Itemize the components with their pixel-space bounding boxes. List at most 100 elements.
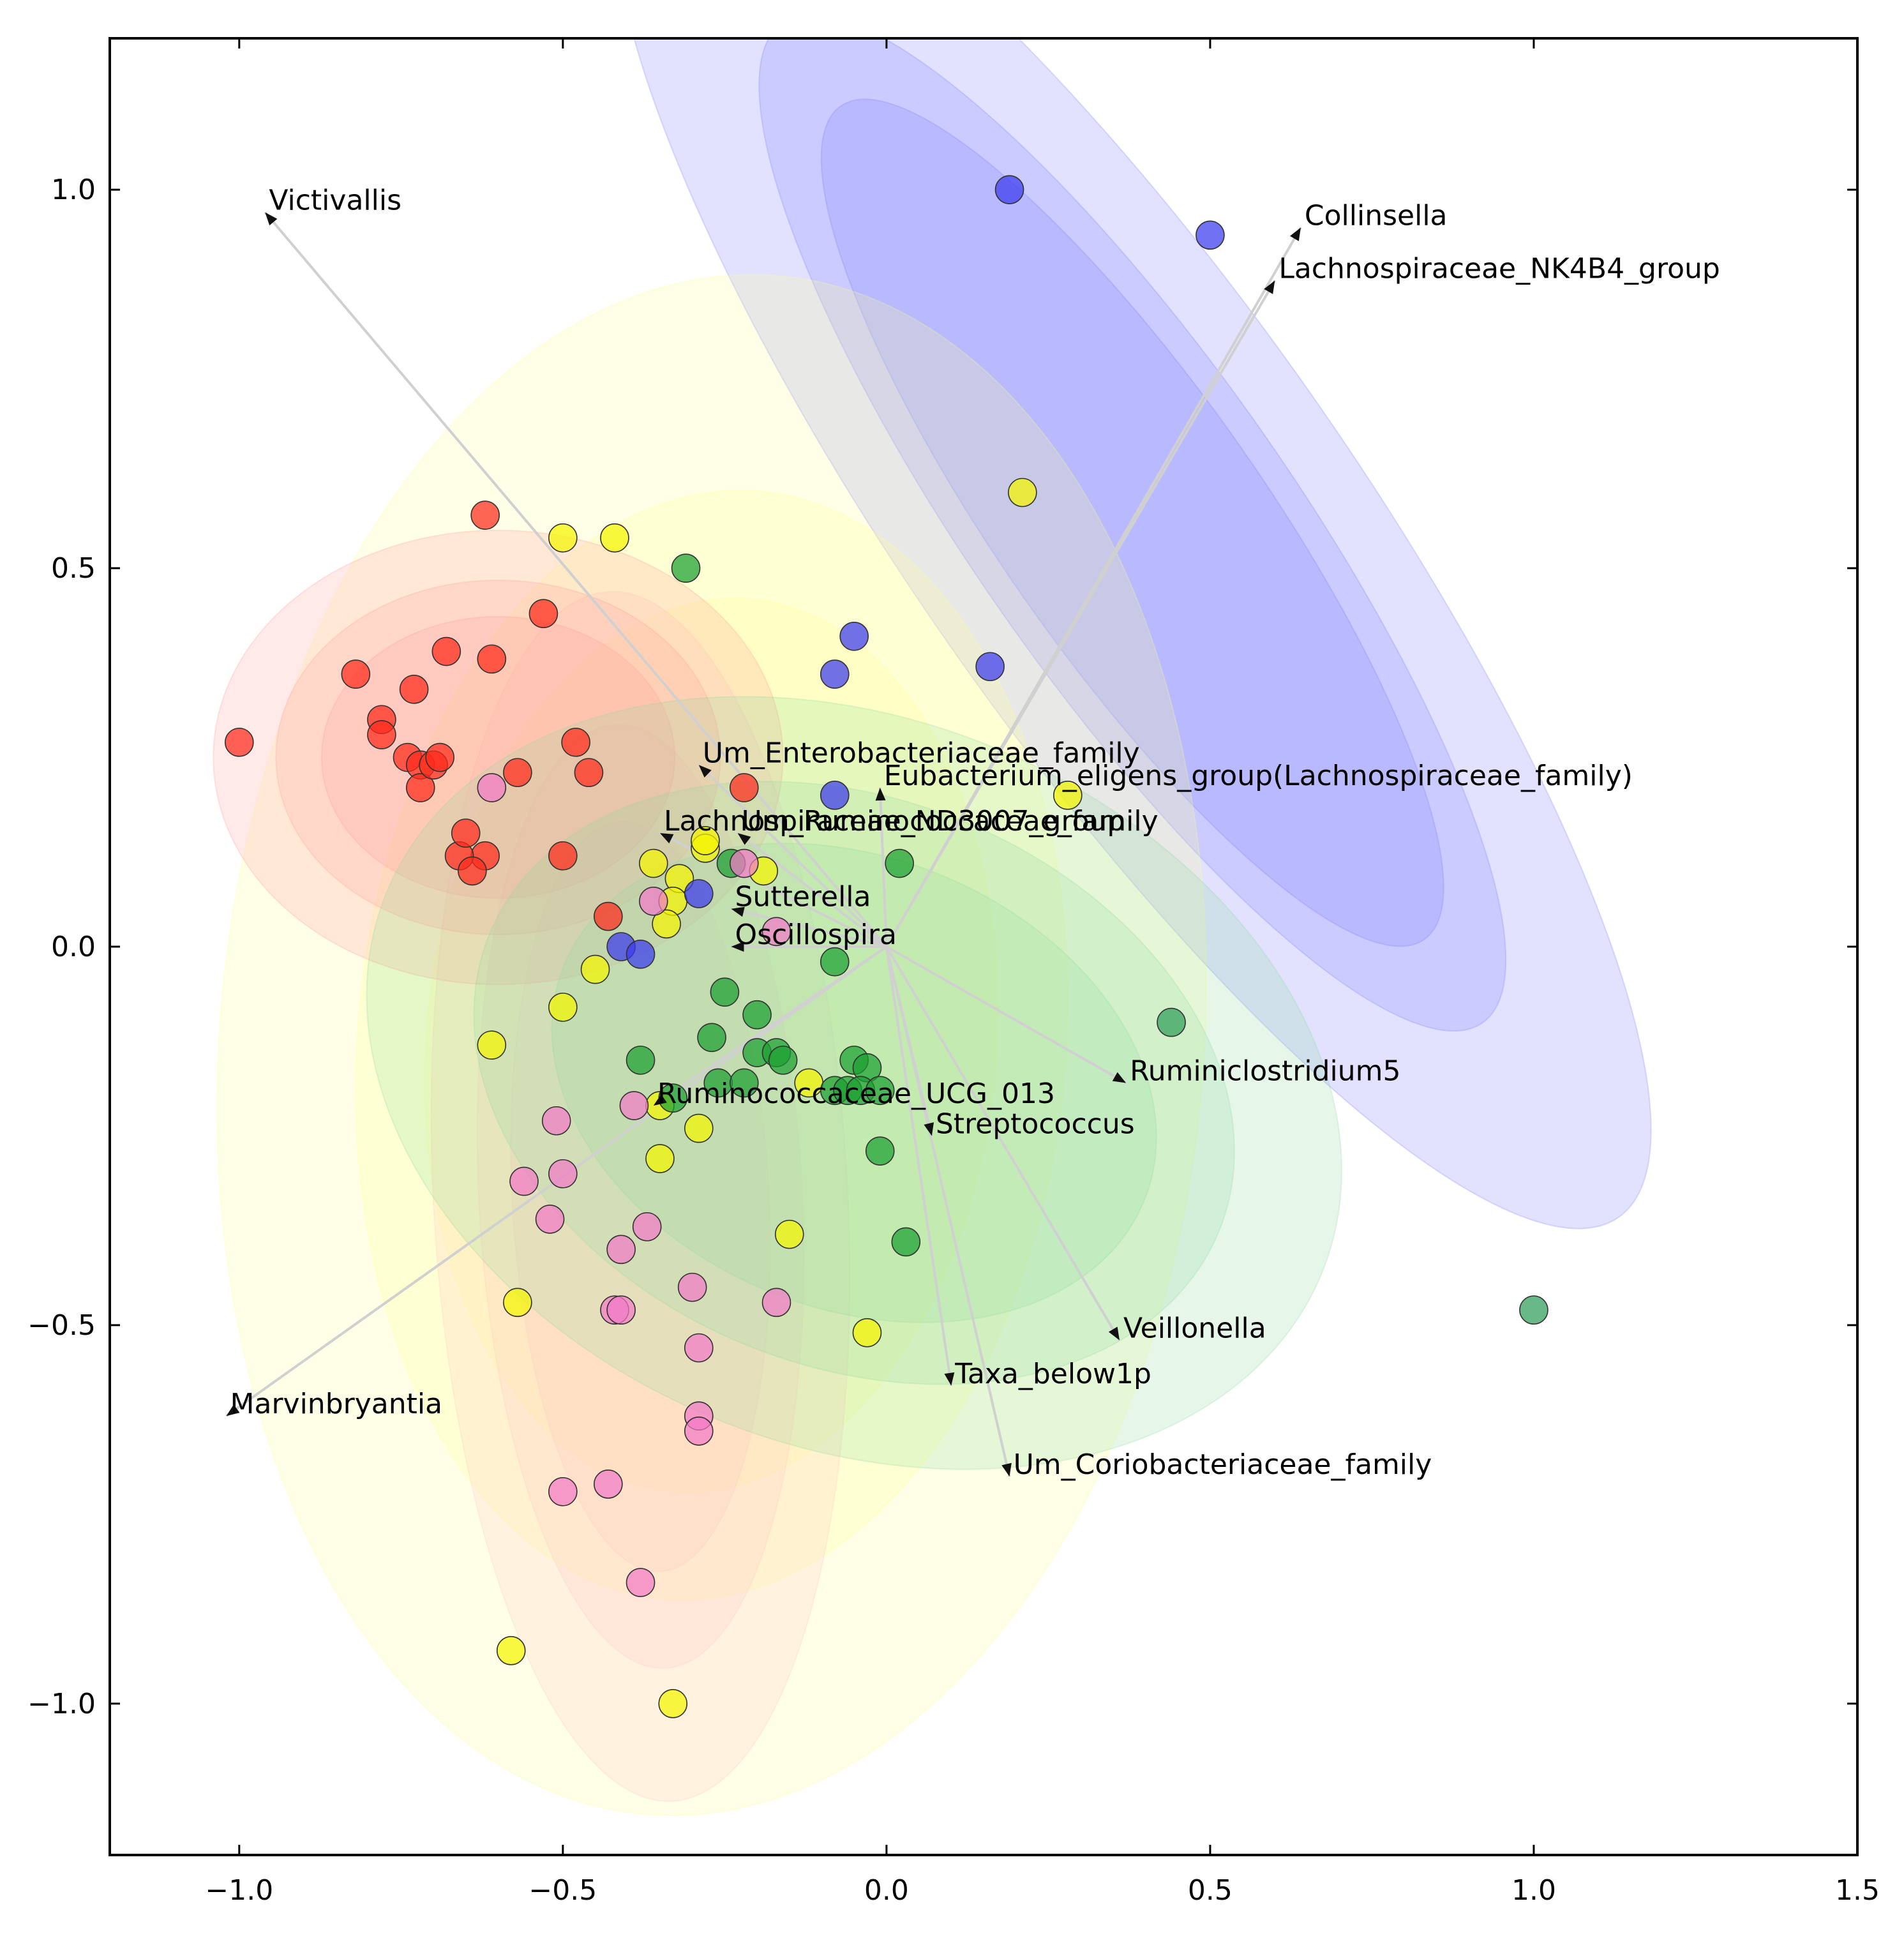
yellow-sample-point — [652, 909, 681, 939]
vector-arrowhead-12 — [1108, 1326, 1120, 1341]
sample-points — [225, 175, 1548, 1718]
vector-label: Lachnospiraceae_ND3007_group — [664, 805, 1125, 838]
pink-sample-point — [541, 1106, 571, 1136]
green-sample-point — [742, 1000, 772, 1030]
pink-sample-point — [606, 1235, 636, 1265]
vector-line-5 — [737, 832, 888, 948]
pink-sample-point — [548, 1477, 578, 1506]
vector-label: Ruminococcaceae_UCG_013 — [657, 1078, 1055, 1110]
vector-arrowhead-11 — [924, 1122, 934, 1136]
red-sample-point — [367, 720, 396, 749]
green-sample-point — [865, 1076, 895, 1106]
vector-arrowhead-15 — [226, 1404, 240, 1416]
red-sample-point — [470, 500, 500, 530]
pink-sample-point — [761, 1288, 791, 1318]
green-sample-point — [885, 848, 914, 878]
vector-label: Streptococcus — [936, 1108, 1135, 1140]
pink-sample-point — [684, 1416, 714, 1446]
vector-arrowhead-0 — [265, 212, 278, 226]
vector-label: Veillonella — [1123, 1312, 1266, 1345]
vector-line-13 — [885, 946, 953, 1386]
yellow-sample-point — [600, 523, 629, 553]
y-tick-label: 1.0 — [51, 174, 96, 206]
pink-sample-point — [729, 848, 759, 878]
vector-arrowhead-7 — [731, 906, 745, 917]
pink-sample-point — [626, 1568, 656, 1597]
yellow-sample-point — [548, 523, 578, 553]
red-sample-point — [548, 841, 578, 871]
red-sample-point — [729, 773, 759, 802]
pink-sample-point — [684, 1333, 714, 1363]
pink-sample-point — [548, 1159, 578, 1189]
green-sample-point — [891, 1227, 921, 1257]
yellow-sample-point — [503, 1288, 532, 1318]
vector-label: Ruminiclostridium5 — [1130, 1055, 1400, 1087]
green-sample-point — [729, 1068, 759, 1098]
red-sample-point — [225, 728, 254, 757]
yellow-sample-point — [477, 1030, 507, 1060]
yellow-sample-point — [658, 1689, 688, 1718]
red-sample-point — [431, 636, 461, 666]
red-sample-point — [399, 675, 429, 704]
green-sample-point — [820, 947, 850, 977]
green-sample-point — [626, 1046, 656, 1075]
red-sample-point — [405, 773, 435, 802]
green-sample-point — [710, 977, 740, 1007]
blue-sample-point — [975, 652, 1005, 682]
vector-arrowhead-9 — [653, 1094, 667, 1106]
vector-label: Oscillospira — [735, 919, 897, 951]
green-sample-point — [865, 1136, 895, 1166]
vector-label: Um_Ruminococcaceae_family — [742, 805, 1158, 838]
vector-arrowhead-1 — [1289, 227, 1301, 241]
red-sample-point — [451, 818, 481, 848]
pink-sample-point — [606, 1295, 636, 1325]
yellow-sample-point — [645, 1144, 675, 1173]
teal-sample-point — [1157, 1007, 1186, 1037]
yellow-sample-point — [580, 954, 610, 984]
yellow-sample-point — [1053, 781, 1083, 810]
red-sample-point — [574, 758, 604, 788]
vector-label: Um_Coriobacteriaceae_family — [1014, 1448, 1432, 1481]
vector-arrowhead-4 — [875, 787, 886, 801]
pink-sample-point — [639, 887, 668, 916]
pink-sample-point — [761, 917, 791, 947]
pink-sample-point — [509, 1166, 539, 1196]
pink-sample-point — [535, 1205, 565, 1234]
x-tick-label: −0.5 — [528, 1874, 597, 1907]
yellow-sample-point — [496, 1636, 526, 1665]
vector-label: Marvinbryantia — [230, 1388, 443, 1420]
green-sample-point — [697, 1023, 726, 1053]
vector-arrowhead-10 — [1112, 1072, 1127, 1083]
blue-sample-point — [820, 659, 850, 689]
pink-sample-point — [632, 1212, 662, 1242]
teal-sample-point — [1519, 1295, 1548, 1325]
vector-arrowhead-6 — [659, 833, 674, 844]
x-tick-label: −1.0 — [205, 1874, 273, 1907]
vector-arrowhead-3 — [698, 765, 712, 778]
vector-arrowhead-5 — [737, 833, 751, 845]
vector-arrowhead-8 — [731, 942, 744, 952]
y-tick-label: −0.5 — [27, 1309, 96, 1342]
vector-line-7 — [731, 907, 887, 948]
x-tick-label: 0.5 — [1188, 1874, 1233, 1907]
red-sample-point — [341, 659, 371, 689]
red-sample-point — [458, 856, 487, 886]
red-sample-point — [425, 742, 454, 772]
vector-label: Eubacterium_eligens_group(Lachnospiracea… — [884, 760, 1633, 792]
red-sample-point — [561, 728, 590, 757]
vector-arrowhead-14 — [1001, 1462, 1012, 1477]
yellow-sample-point — [1008, 477, 1037, 507]
vector-line-4 — [878, 787, 888, 947]
y-tick-label: −1.0 — [27, 1688, 96, 1720]
green-sample-point — [768, 1046, 798, 1075]
y-axis-ticks: 1.0 0.5 0.0 −0.5 −1.0 — [27, 174, 1857, 1720]
x-tick-label: 0.0 — [864, 1874, 909, 1907]
x-axis-ticks: −1.0 −0.5 0.0 0.5 1.0 1.5 — [205, 38, 1880, 1907]
yellow-sample-point — [639, 848, 668, 878]
x-tick-label: 1.5 — [1835, 1874, 1880, 1907]
pink-sample-point — [477, 773, 507, 802]
vector-line-0 — [264, 211, 888, 948]
pink-sample-point — [677, 1272, 707, 1302]
vector-line-2 — [885, 280, 1277, 948]
vector-label: Collinsella — [1305, 199, 1448, 232]
